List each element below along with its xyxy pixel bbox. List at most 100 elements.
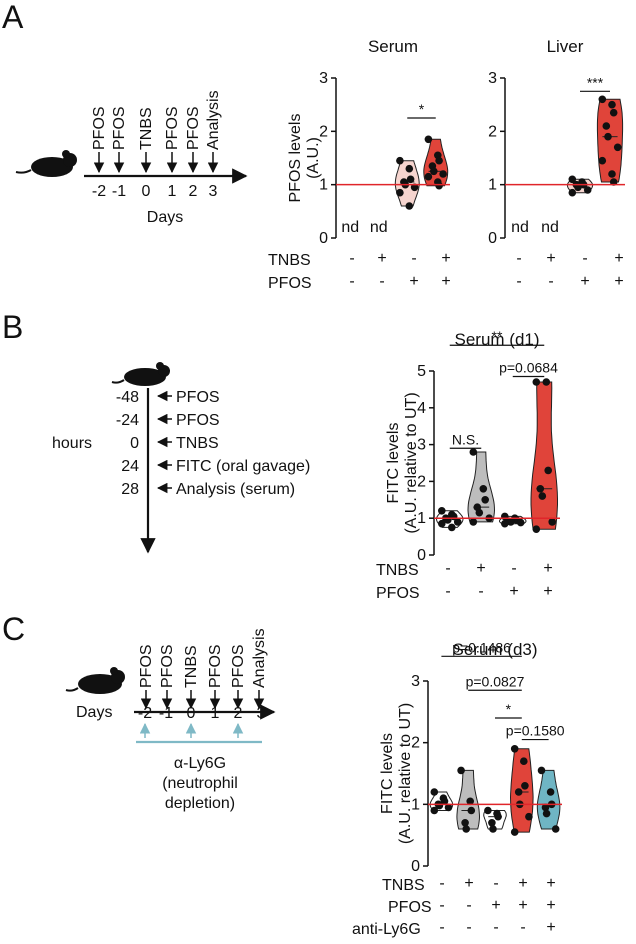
treatment-sign: -	[478, 583, 483, 600]
b-axis-label: hours	[52, 435, 92, 452]
violin-4	[536, 769, 561, 830]
data-point	[507, 518, 515, 526]
b-hour-2: -24	[116, 412, 139, 429]
b-event-3: TNBS	[176, 435, 219, 452]
c-tick-1: -2	[138, 705, 152, 722]
y-axis-label: PFOS levels	[287, 114, 304, 203]
treatment-sign: -	[548, 273, 553, 290]
c-tick-6: 3	[257, 705, 266, 722]
treatment-sign: -	[439, 919, 444, 936]
a-tick-5: 2	[189, 183, 198, 200]
treatment-sign: +	[546, 875, 555, 892]
y-tick-label: 3	[319, 70, 328, 87]
y-tick-label: 1	[488, 177, 497, 194]
panel-letter-b: B	[2, 309, 23, 345]
treatment-sign: +	[614, 273, 623, 290]
data-point	[435, 156, 443, 165]
treatment-sign: -	[349, 250, 354, 267]
a-serum-signs: - + - + - - + +	[349, 250, 450, 290]
y-tick-label: 1	[319, 177, 328, 194]
b-row-label-pfos: PFOS	[376, 585, 420, 602]
significance-label: ***	[587, 74, 604, 90]
a-event-1: PFOS	[91, 106, 108, 150]
b-event-5: Analysis (serum)	[176, 481, 295, 498]
data-point	[598, 156, 607, 165]
chart-b-serum-d1: Serum (d1) 0 1 2 3 4 5 FITC levels (A.U. relativ…	[385, 328, 560, 564]
a-tick-2: -1	[112, 183, 126, 200]
data-point	[439, 170, 447, 178]
y-tick-label: 2	[319, 123, 328, 140]
significance-label: p=0.1486	[452, 639, 511, 655]
data-point	[536, 485, 545, 493]
treatment-sign: -	[379, 273, 384, 290]
treatment-sign: -	[439, 875, 444, 892]
panel-letter-c: C	[2, 611, 25, 647]
data-point	[542, 809, 551, 818]
data-point	[510, 828, 519, 836]
treatment-sign: -	[511, 560, 516, 577]
a-tick-1: -2	[92, 183, 106, 200]
data-point	[438, 519, 446, 528]
treatment-sign: -	[411, 250, 416, 267]
y-tick-label: 3	[417, 437, 426, 454]
significance-label: *	[506, 701, 512, 717]
b-hour-5: 28	[121, 481, 139, 498]
data-point	[479, 485, 488, 493]
chart-a-serum: Serum 0 1 2 3 PFOS levels (A.U.) nd nd *	[287, 37, 450, 247]
y-axis-label-units: (A.U.)	[305, 137, 322, 179]
violin-3	[530, 381, 558, 530]
data-point	[444, 803, 453, 812]
data-point	[551, 825, 560, 833]
data-point	[568, 188, 577, 197]
data-point	[525, 812, 533, 821]
data-point	[602, 122, 611, 130]
b-row-label-tnbs: TNBS	[376, 562, 419, 579]
c-event-6: Analysis	[251, 628, 268, 688]
a-event-4: PFOS	[164, 106, 181, 150]
data-point	[608, 170, 616, 178]
c-tick-3: 0	[187, 705, 196, 722]
c-event-4: PFOS	[207, 644, 224, 688]
data-point	[546, 788, 555, 796]
data-point	[475, 508, 484, 517]
data-point	[469, 448, 478, 456]
data-point	[457, 766, 465, 775]
treatment-sign: -	[466, 919, 471, 936]
y-axis-label-units: (A.U. relative to UT)	[397, 703, 414, 844]
data-point	[510, 745, 519, 753]
treatment-sign: +	[580, 273, 589, 290]
data-point	[462, 825, 471, 833]
a-row-label-pfos: PFOS	[268, 275, 312, 292]
data-point	[613, 143, 622, 152]
panel-a-timeline: PFOS PFOS TNBS PFOS PFOS Analysis -2 -1 …	[15, 90, 248, 226]
treatment-sign: -	[439, 897, 444, 914]
c-row-label-anti-ly6g: anti-Ly6G	[352, 921, 421, 938]
data-point	[467, 806, 476, 815]
data-point	[396, 188, 404, 197]
treatment-sign: +	[546, 897, 555, 914]
treatment-sign: -	[466, 897, 471, 914]
data-point	[440, 797, 449, 806]
treatment-sign: -	[582, 250, 587, 267]
c-tick-4: 1	[211, 705, 220, 722]
a-tick-3: 0	[142, 183, 151, 200]
data-point	[488, 819, 496, 827]
treatment-sign: -	[516, 273, 521, 290]
b-signs: - + - + - - + +	[445, 560, 552, 600]
data-point	[537, 766, 546, 775]
data-point	[489, 825, 497, 833]
treatment-sign: -	[520, 919, 525, 936]
significance-label: N.S.	[452, 431, 479, 447]
c-event-5: PFOS	[230, 644, 247, 688]
significance-label: p=0.0827	[466, 673, 525, 689]
data-point	[568, 175, 577, 184]
treatment-sign: -	[516, 250, 521, 267]
data-point	[521, 782, 529, 790]
y-tick-label: 5	[417, 363, 426, 380]
data-point	[541, 803, 550, 812]
data-point	[406, 175, 415, 184]
y-axis-label: FITC levels	[385, 423, 402, 504]
treatment-sign: +	[543, 583, 552, 600]
a-event-5: PFOS	[185, 106, 202, 150]
